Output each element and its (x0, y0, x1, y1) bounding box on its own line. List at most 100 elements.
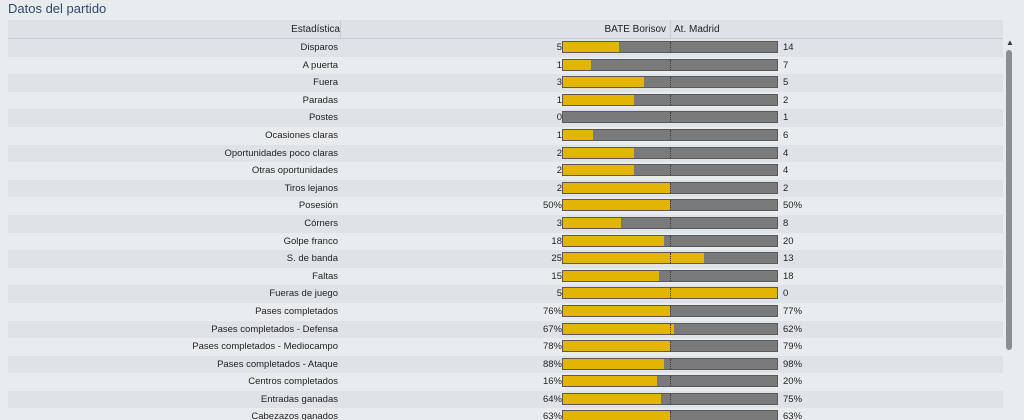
comparison-bar (562, 111, 778, 124)
vertical-scrollbar[interactable]: ▲ (1004, 38, 1016, 420)
comparison-bar (562, 322, 778, 335)
away-value: 8 (783, 217, 789, 229)
stat-row: Cabezazos ganados 63% 63% (8, 408, 1003, 420)
home-share-fill (563, 411, 670, 420)
stat-row: A puerta 1 7 (8, 56, 1003, 75)
comparison-bar (562, 41, 778, 53)
home-share-fill (563, 200, 670, 211)
stat-label: Postes (308, 112, 338, 124)
comparison-bar (562, 340, 778, 353)
away-value: 20% (783, 376, 803, 388)
home-share-fill (563, 147, 634, 158)
midline (670, 182, 671, 193)
away-value: 63% (783, 411, 803, 420)
home-share-fill (563, 94, 634, 105)
home-value: 1 (556, 94, 562, 106)
away-value: 0 (783, 288, 789, 300)
stat-row: S. de banda 25 13 (8, 250, 1003, 268)
stat-row: Centros completados 16% 20% (8, 373, 1003, 391)
home-value: 15 (551, 270, 562, 282)
home-share-fill (563, 165, 634, 176)
stat-label: Otras oportunidades (251, 165, 338, 177)
home-share-fill (563, 270, 660, 281)
comparison-bar (562, 234, 778, 247)
comparison-bar (562, 392, 778, 405)
home-value: 88% (542, 358, 562, 370)
home-share-fill (563, 182, 670, 193)
home-value: 3 (556, 77, 562, 89)
stat-label: Pases completados - Mediocampo (192, 341, 338, 353)
home-value: 5 (556, 42, 562, 53)
scrollbar-thumb[interactable] (1006, 50, 1012, 350)
midline (670, 411, 671, 420)
home-value: 50% (542, 200, 562, 212)
stat-label: Fuera (313, 77, 338, 89)
home-value: 16% (542, 376, 562, 388)
stat-row: Fueras de juego 5 0 (8, 285, 1003, 303)
stat-label: Disparos (300, 42, 339, 53)
away-value: 4 (783, 147, 789, 159)
stat-label: Ocasiones claras (265, 129, 338, 141)
comparison-bar (562, 146, 778, 159)
home-value: 78% (542, 341, 562, 353)
comparison-bar (562, 58, 778, 71)
midline (670, 112, 671, 123)
away-value: 98% (783, 358, 803, 370)
midline (670, 200, 671, 211)
table-header: Estadística BATE Borisov At. Madrid (8, 20, 1003, 39)
midline (670, 59, 671, 70)
comparison-bar (562, 252, 778, 265)
away-value: 14 (783, 42, 794, 53)
midline (670, 165, 671, 176)
midline (670, 288, 671, 299)
home-value: 2 (556, 165, 562, 177)
midline (670, 147, 671, 158)
stat-row: Ocasiones claras 1 6 (8, 126, 1003, 145)
home-share-fill (563, 42, 619, 52)
home-value: 76% (542, 305, 562, 317)
stat-rows: Disparos 5 14 A puerta 1 7 Fuera 3 5 Paradas 1 2 Pos… (8, 39, 1003, 420)
home-value: 1 (556, 129, 562, 141)
header-separator (340, 20, 341, 38)
home-share-fill (563, 341, 670, 352)
header-home-team[interactable]: BATE Borisov (604, 24, 667, 35)
away-value: 5 (783, 77, 789, 89)
stat-label: Pases completados (255, 305, 338, 317)
home-value: 67% (542, 323, 562, 335)
midline (670, 42, 671, 52)
stat-label: Oportunidades poco claras (224, 147, 338, 159)
home-value: 25 (551, 253, 562, 265)
stat-row: Paradas 1 2 (8, 91, 1003, 110)
stat-label: Tiros lejanos (284, 182, 338, 194)
stat-row: Entradas ganadas 64% 75% (8, 390, 1003, 409)
comparison-bar (562, 304, 778, 317)
scroll-up-arrow-icon[interactable]: ▲ (1006, 38, 1014, 47)
away-value: 7 (783, 59, 789, 71)
midline (670, 253, 671, 264)
midline (670, 376, 671, 387)
header-away-team[interactable]: At. Madrid (674, 24, 720, 35)
midline (670, 129, 671, 140)
midline (670, 77, 671, 88)
stat-row: Pases completados - Ataque 88% 98% (8, 355, 1003, 374)
home-share-fill (563, 376, 658, 387)
home-value: 2 (556, 182, 562, 194)
home-share-fill (563, 323, 675, 334)
home-share-fill (563, 393, 662, 404)
header-stat[interactable]: Estadística (291, 24, 340, 35)
away-value: 13 (783, 253, 794, 265)
stat-label: S. de banda (286, 253, 338, 265)
comparison-bar (562, 181, 778, 194)
midline (670, 393, 671, 404)
away-value: 1 (783, 112, 789, 124)
stat-row: Córners 3 8 (8, 214, 1003, 233)
home-share-fill (563, 217, 621, 228)
home-value: 0 (556, 112, 562, 124)
stat-label: Paradas (302, 94, 338, 106)
away-value: 79% (783, 341, 803, 353)
home-value: 63% (542, 411, 562, 420)
midline (670, 341, 671, 352)
match-stats-table: Estadística BATE Borisov At. Madrid Disp… (8, 20, 1003, 420)
midline (670, 94, 671, 105)
midline (670, 270, 671, 281)
